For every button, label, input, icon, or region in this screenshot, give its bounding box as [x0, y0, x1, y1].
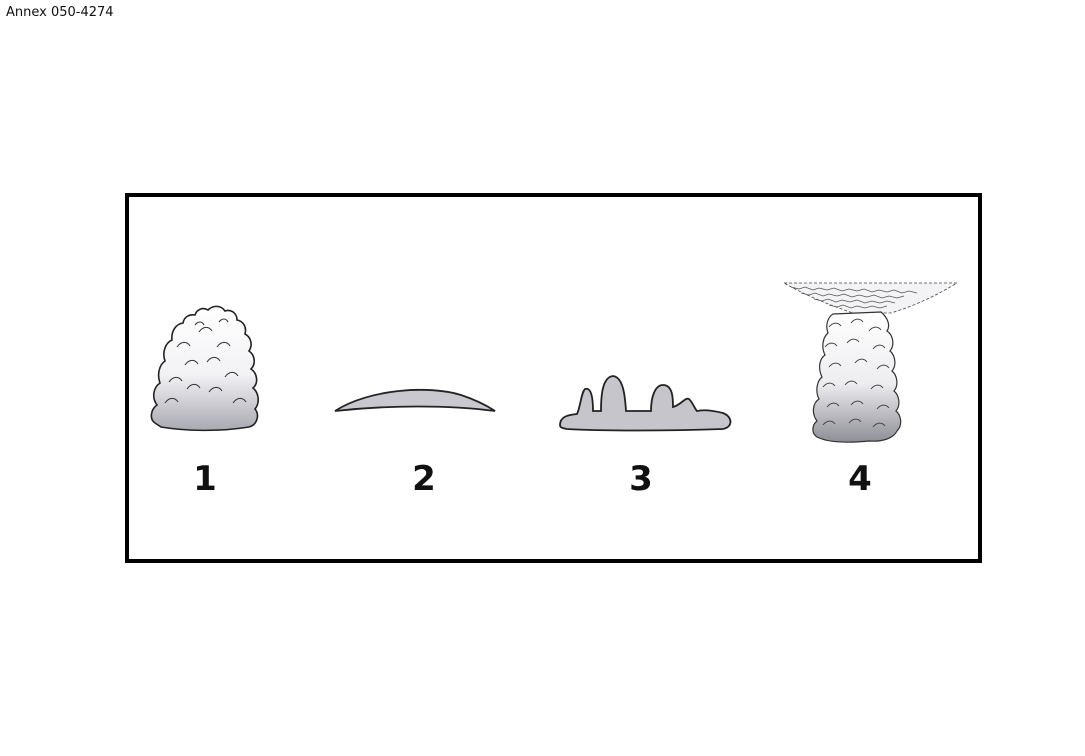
cloud-illustrations — [150, 282, 959, 443]
annex-label: Annex 050-4274 — [6, 5, 114, 20]
figure-frame: 1 2 3 4 — [125, 193, 982, 563]
castellanus-cloud-icon — [559, 375, 732, 432]
label-2: 2 — [412, 459, 436, 499]
label-4: 4 — [848, 459, 872, 499]
cumulus-congestus-icon — [150, 305, 259, 432]
label-1: 1 — [193, 459, 217, 499]
cumulonimbus-anvil-icon — [782, 282, 959, 443]
lenticular-cloud-icon — [334, 388, 496, 412]
label-3: 3 — [629, 459, 653, 499]
